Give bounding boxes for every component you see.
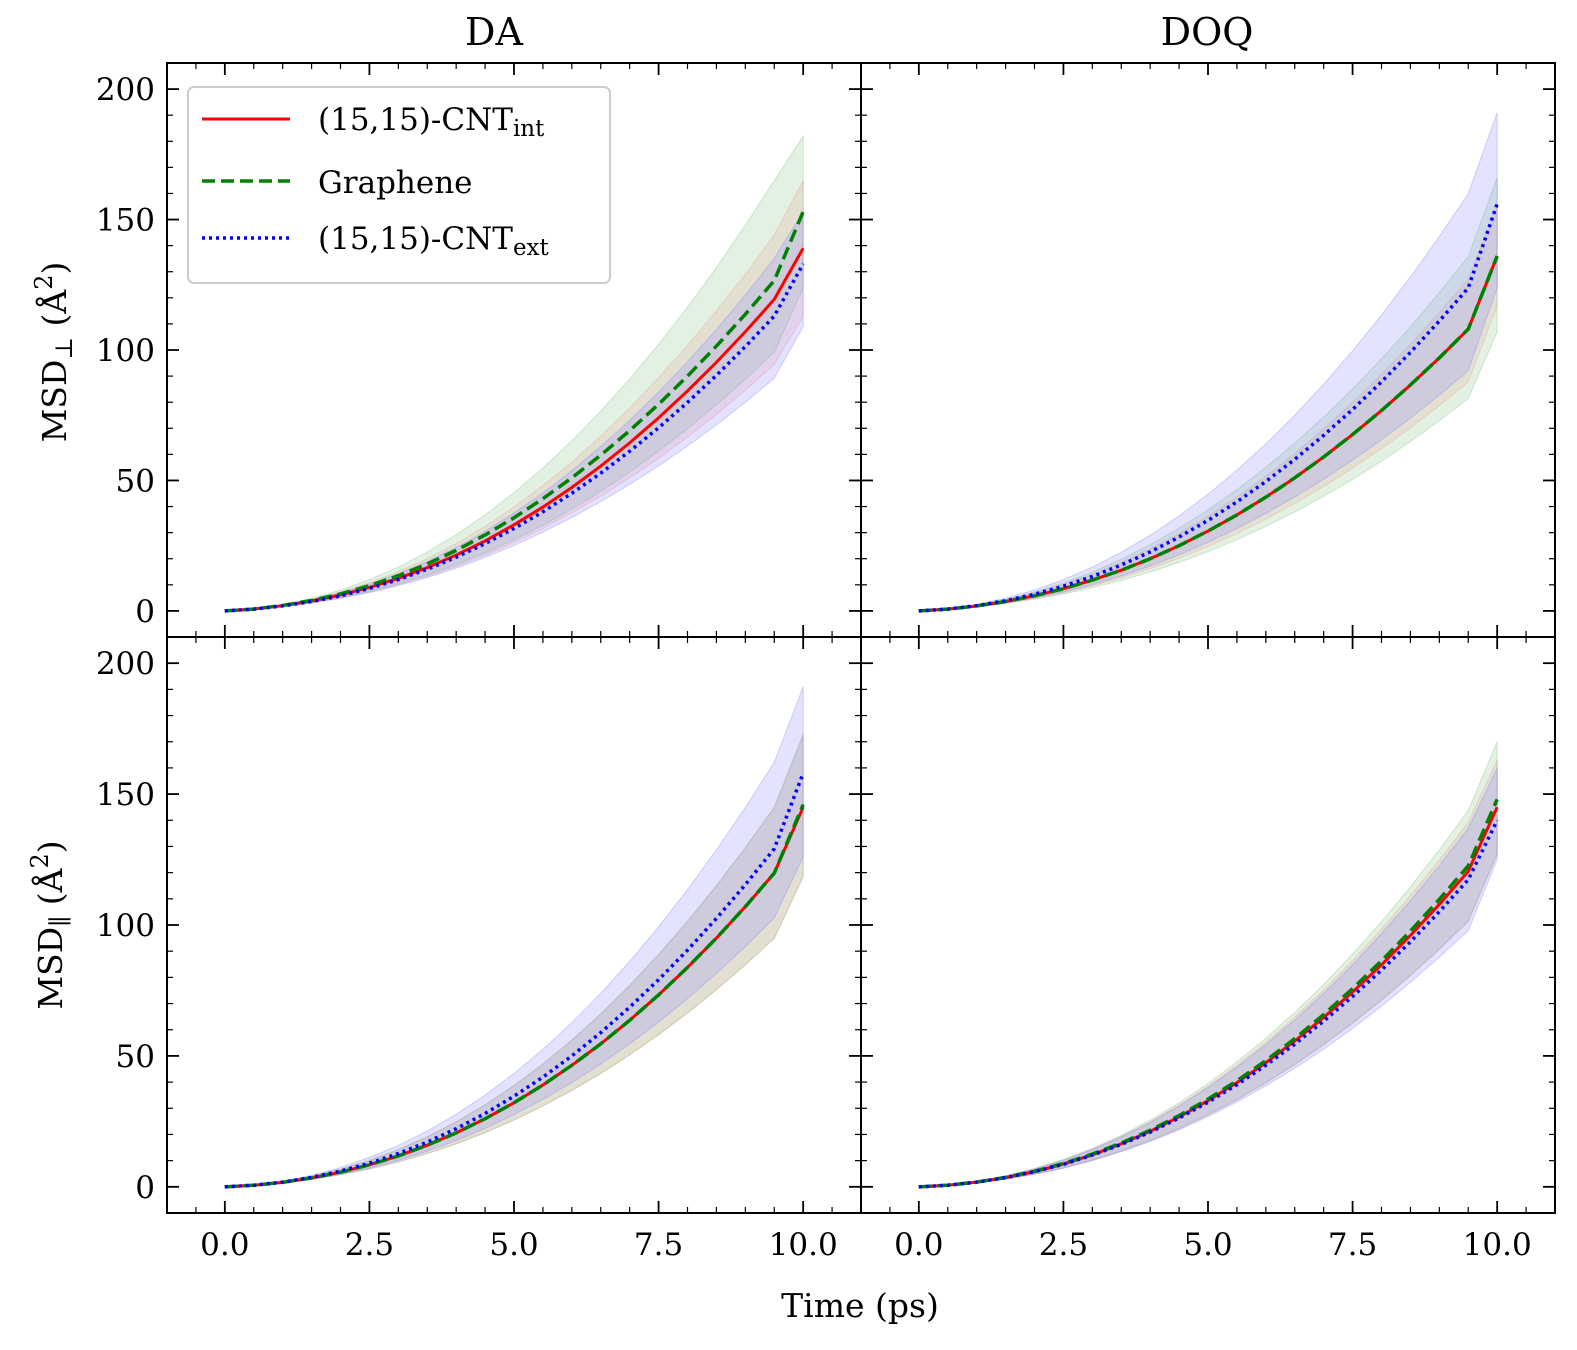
panel-3-plot-area <box>224 686 805 1189</box>
series-line-4-2 <box>918 798 1499 1189</box>
legend-label-cnt-ext-sub: ext <box>513 235 550 261</box>
panel-1-plot-area <box>224 134 805 613</box>
band-4-3 <box>918 767 1498 1188</box>
panels-layer: 0 50 100 150 200 0 50 100 150 200 0.0 2.5 5.0 7.5 10.0… <box>96 62 1556 1263</box>
x-tick-label-4-5: 10.0 <box>1463 1227 1532 1263</box>
band-1-3 <box>224 209 804 612</box>
band-2-2 <box>918 177 1498 612</box>
y-tick-label-1-4: 150 <box>96 203 155 239</box>
y-tick-label-3-5: 200 <box>96 646 155 682</box>
band-2-3 <box>918 112 1498 612</box>
legend-label-cnt-ext-main: (15,15)-CNT <box>318 221 513 257</box>
y-tick-label-1-5: 200 <box>96 72 155 108</box>
panel-4-plot-area <box>918 741 1499 1189</box>
x-tick-label-3-3: 5.0 <box>489 1227 538 1263</box>
y-label-perp-close: ) <box>35 262 74 275</box>
legend-label-cnt-int-sub: int <box>513 116 545 142</box>
x-tick-label-3-2: 2.5 <box>345 1227 394 1263</box>
column-title-da: DA <box>465 10 523 54</box>
y-label-par-open: ( <box>31 892 70 915</box>
legend-label-cnt-int: (15,15)-CNTint <box>318 102 545 142</box>
y-label-par-close: ) <box>31 840 70 853</box>
x-tick-label-3-5: 10.0 <box>769 1227 838 1263</box>
series-line-1-2 <box>224 211 805 613</box>
y-label-perp-unit: Å <box>34 289 74 315</box>
series-line-3-3 <box>224 772 805 1189</box>
panel-2-plot-area <box>918 112 1499 613</box>
legend-label-graphene: Graphene <box>318 165 473 201</box>
y-tick-label-1-3: 100 <box>96 333 155 369</box>
y-label-par-unit: Å <box>30 867 70 893</box>
legend-label-cnt-ext: (15,15)-CNText <box>318 221 550 261</box>
y-tick-label-3-1: 0 <box>135 1170 155 1206</box>
panel-4: 0.0 2.5 5.0 7.5 10.0 <box>860 636 1556 1263</box>
y-tick-label-3-3: 100 <box>96 908 155 944</box>
y-label-par-sub: ∥ <box>46 916 74 927</box>
series-line-2-2 <box>918 255 1499 613</box>
series-line-1-3 <box>224 263 805 613</box>
legend-label-cnt-int-main: (15,15)-CNT <box>318 102 513 138</box>
panel-2 <box>860 62 1556 638</box>
y-tick-label-1-1: 0 <box>135 594 155 630</box>
y-axis-label-parallel: MSD∥ (Å2) <box>26 840 74 1009</box>
x-tick-label-4-4: 7.5 <box>1328 1227 1377 1263</box>
y-label-par-main: MSD <box>31 927 70 1010</box>
y-axis-label-perpendicular: MSD⊥ (Å2) <box>30 262 78 443</box>
y-label-perp-open: ( <box>35 314 74 337</box>
y-label-par-sup: 2 <box>26 853 54 868</box>
x-tick-label-3-4: 7.5 <box>634 1227 683 1263</box>
y-tick-label-1-2: 50 <box>116 463 155 499</box>
series-line-3-2 <box>224 803 805 1189</box>
legend-frame <box>187 86 611 284</box>
band-3-3 <box>224 686 804 1188</box>
legend: (15,15)-CNTint Graphene (15,15)-CNText <box>187 86 611 284</box>
y-label-perp-main: MSD <box>35 360 74 443</box>
x-tick-label-4-1: 0.0 <box>894 1227 943 1263</box>
x-tick-label-3-1: 0.0 <box>200 1227 249 1263</box>
y-label-perp-sup: 2 <box>30 274 58 289</box>
panel-3: 0 50 100 150 200 0.0 2.5 5.0 7.5 10.0 <box>96 636 862 1263</box>
panel-1: 0 50 100 150 200 <box>96 62 862 638</box>
x-axis-label: Time (ps) <box>781 1286 939 1325</box>
y-tick-label-3-2: 50 <box>116 1039 155 1075</box>
x-tick-label-4-2: 2.5 <box>1039 1227 1088 1263</box>
column-title-doq: DOQ <box>1161 10 1254 54</box>
y-tick-label-3-4: 150 <box>96 777 155 813</box>
y-label-perp-sub: ⊥ <box>50 337 78 360</box>
x-tick-label-4-3: 5.0 <box>1183 1227 1232 1263</box>
